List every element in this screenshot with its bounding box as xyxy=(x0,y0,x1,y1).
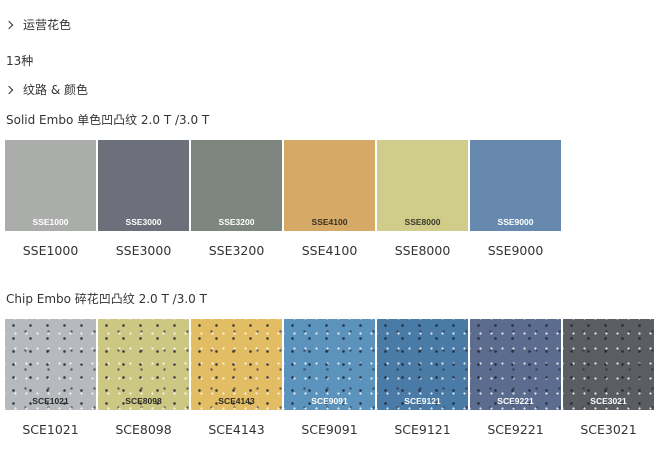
swatch-image: SCE4143 xyxy=(191,319,282,410)
swatch-image-label: SCE4143 xyxy=(218,396,255,406)
swatch-item[interactable]: SSE3200 SSE3200 xyxy=(191,140,282,258)
swatch-image-label: SSE1000 xyxy=(32,217,69,227)
swatch-image-label: SCE9121 xyxy=(404,396,441,406)
chip-embo-swatches: SCE1021 SCE1021 SCE8098 SCE8098 SCE4143 SCE41… xyxy=(5,319,654,437)
swatch-caption: SCE9121 xyxy=(394,422,451,437)
swatch-image: SCE9121 xyxy=(377,319,468,410)
swatch-image-label: SSE8000 xyxy=(404,217,441,227)
swatch-image: SCE1021 xyxy=(5,319,96,410)
swatch-item[interactable]: SCE1021 SCE1021 xyxy=(5,319,96,437)
swatch-item[interactable]: SCE9121 SCE9121 xyxy=(377,319,468,437)
swatch-item[interactable]: SCE3021 SCE3021 xyxy=(563,319,654,437)
swatch-caption: SSE8000 xyxy=(394,243,451,258)
swatch-item[interactable]: SSE1000 SSE1000 xyxy=(5,140,96,258)
swatch-caption: SCE8098 xyxy=(115,422,172,437)
swatch-image-label: SCE9091 xyxy=(311,396,348,406)
swatch-caption: SSE3200 xyxy=(208,243,265,258)
swatch-item[interactable]: SCE9221 SCE9221 xyxy=(470,319,561,437)
swatch-image: SCE9091 xyxy=(284,319,375,410)
swatch-image-label: SSE4100 xyxy=(311,217,348,227)
chevron-right-icon xyxy=(4,85,14,95)
swatch-image: SCE8098 xyxy=(98,319,189,410)
swatch-image: SSE4100 xyxy=(284,140,375,231)
swatch-image-label: SCE1021 xyxy=(32,396,69,406)
swatch-image: SCE3021 xyxy=(563,319,654,410)
chevron-right-icon xyxy=(4,20,14,30)
swatch-image: SSE3200 xyxy=(191,140,282,231)
swatch-caption: SCE9091 xyxy=(301,422,358,437)
swatch-caption: SSE3000 xyxy=(115,243,172,258)
swatch-item[interactable]: SSE8000 SSE8000 xyxy=(377,140,468,258)
swatch-item[interactable]: SCE4143 SCE4143 xyxy=(191,319,282,437)
swatch-item[interactable]: SSE9000 SSE9000 xyxy=(470,140,561,258)
swatch-caption: SSE4100 xyxy=(301,243,358,258)
solid-embo-swatches: SSE1000 SSE1000 SSE3000 SSE3000 SSE3200 SSE32… xyxy=(5,140,561,258)
section-label: 纹路 & 颜色 xyxy=(23,83,88,97)
swatch-caption: SCE9221 xyxy=(487,422,544,437)
swatch-image-label: SSE3000 xyxy=(125,217,162,227)
swatch-image-label: SSE3200 xyxy=(218,217,255,227)
swatch-image: SSE1000 xyxy=(5,140,96,231)
swatch-item[interactable]: SSE3000 SSE3000 xyxy=(98,140,189,258)
color-count: 13种 xyxy=(6,54,34,68)
swatch-caption: SCE4143 xyxy=(208,422,265,437)
swatch-image: SSE8000 xyxy=(377,140,468,231)
swatch-caption: SCE1021 xyxy=(22,422,79,437)
swatch-image-label: SCE8098 xyxy=(125,396,162,406)
swatch-caption: SSE9000 xyxy=(487,243,544,258)
chip-embo-title: Chip Embo 碎花凹凸纹 2.0 T /3.0 T xyxy=(6,292,207,306)
swatch-caption: SCE3021 xyxy=(580,422,637,437)
section-operating-colors[interactable]: 运营花色 xyxy=(4,16,72,33)
swatch-image: SCE9221 xyxy=(470,319,561,410)
swatch-item[interactable]: SCE8098 SCE8098 xyxy=(98,319,189,437)
section-label: 运营花色 xyxy=(23,18,72,32)
swatch-image-label: SCE3021 xyxy=(590,396,627,406)
swatch-caption: SSE1000 xyxy=(22,243,79,258)
section-texture-colors[interactable]: 纹路 & 颜色 xyxy=(4,81,88,98)
swatch-item[interactable]: SCE9091 SCE9091 xyxy=(284,319,375,437)
swatch-image: SSE9000 xyxy=(470,140,561,231)
swatch-image-label: SSE9000 xyxy=(497,217,534,227)
swatch-image-label: SCE9221 xyxy=(497,396,534,406)
swatch-item[interactable]: SSE4100 SSE4100 xyxy=(284,140,375,258)
swatch-image: SSE3000 xyxy=(98,140,189,231)
solid-embo-title: Solid Embo 单色凹凸纹 2.0 T /3.0 T xyxy=(6,113,210,127)
